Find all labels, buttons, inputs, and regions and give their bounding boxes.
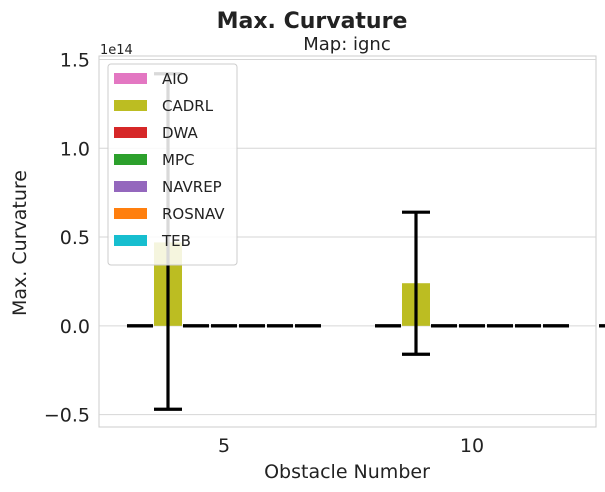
y-offset-label: 1e14 bbox=[100, 43, 133, 58]
legend-swatch-aio bbox=[114, 73, 147, 84]
x-axis-label: Obstacle Number bbox=[264, 461, 430, 483]
legend-swatch-rosnav bbox=[114, 208, 147, 219]
legend-label-mpc: MPC bbox=[162, 151, 194, 169]
y-tick-label: 0.5 bbox=[60, 227, 90, 249]
legend-swatch-teb bbox=[114, 235, 147, 246]
y-axis-label: Max. Curvature bbox=[9, 170, 31, 316]
y-tick-label: 1.5 bbox=[60, 50, 90, 72]
legend-label-rosnav: ROSNAV bbox=[162, 205, 225, 223]
chart-subtitle: Map: ignc bbox=[303, 34, 391, 55]
legend-swatch-cadrl bbox=[114, 100, 147, 111]
legend-label-aio: AIO bbox=[162, 70, 189, 88]
y-tick-label: 0.0 bbox=[60, 316, 90, 338]
legend-label-cadrl: CADRL bbox=[162, 97, 214, 115]
x-tick-label: 10 bbox=[460, 435, 484, 457]
y-tick-label: −0.5 bbox=[44, 405, 90, 427]
legend-swatch-dwa bbox=[114, 127, 147, 138]
y-tick-label: 1.0 bbox=[60, 138, 90, 160]
legend-label-navrep: NAVREP bbox=[162, 178, 222, 196]
legend-label-dwa: DWA bbox=[162, 124, 199, 142]
legend-label-teb: TEB bbox=[161, 232, 191, 250]
legend-swatch-mpc bbox=[114, 154, 147, 165]
legend-swatch-navrep bbox=[114, 181, 147, 192]
legend: AIO CADRL DWA MPC NAVREP ROSNAV TEB bbox=[107, 63, 238, 266]
chart-title: Max. Curvature bbox=[217, 9, 408, 34]
x-tick-label: 5 bbox=[218, 435, 230, 457]
